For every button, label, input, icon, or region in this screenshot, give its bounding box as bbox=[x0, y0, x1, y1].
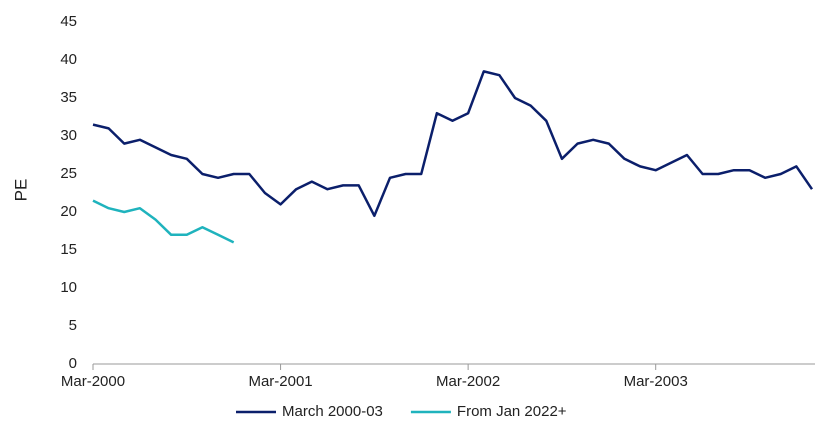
y-axis-label: PE bbox=[11, 179, 30, 202]
y-tick-label: 0 bbox=[69, 355, 77, 372]
y-tick-label: 45 bbox=[60, 13, 77, 30]
x-tick-label: Mar-2003 bbox=[624, 373, 688, 390]
y-tick-label: 35 bbox=[60, 89, 77, 106]
y-tick-label: 15 bbox=[60, 241, 77, 258]
y-tick-label: 10 bbox=[60, 279, 77, 296]
x-tick-label: Mar-2001 bbox=[248, 373, 312, 390]
legend-label: From Jan 2022+ bbox=[457, 403, 567, 420]
legend-label: March 2000-03 bbox=[282, 403, 383, 420]
y-tick-label: 40 bbox=[60, 51, 77, 68]
x-tick-label: Mar-2002 bbox=[436, 373, 500, 390]
y-tick-label: 30 bbox=[60, 127, 77, 144]
series-line bbox=[92, 70, 814, 218]
series-line bbox=[92, 199, 235, 244]
y-tick-label: 20 bbox=[60, 203, 77, 220]
y-tick-label: 25 bbox=[60, 165, 77, 182]
y-tick-label: 5 bbox=[69, 317, 77, 334]
x-tick-label: Mar-2000 bbox=[61, 373, 125, 390]
